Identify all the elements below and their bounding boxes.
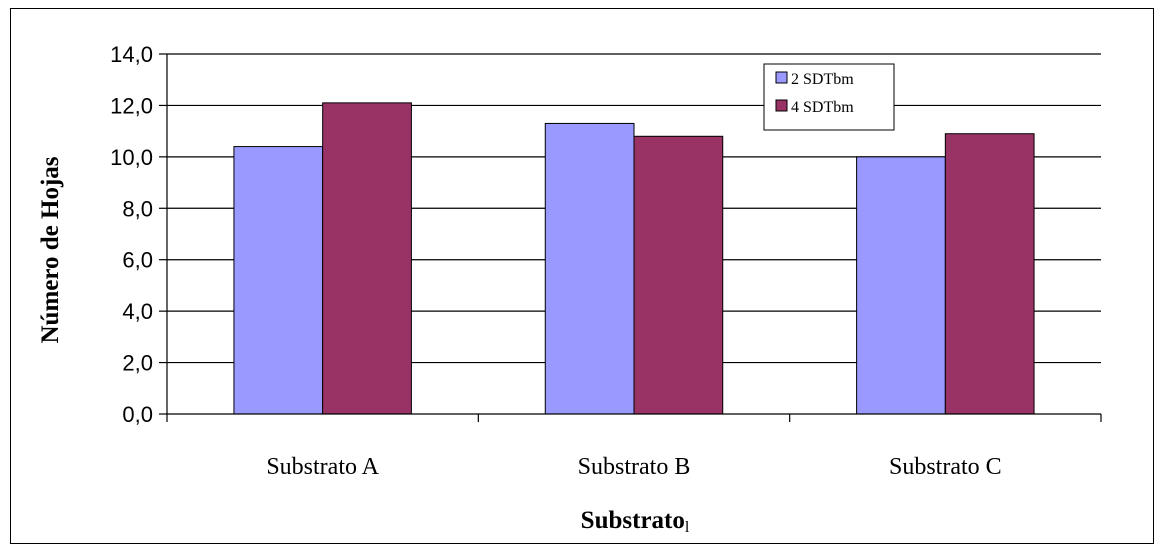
bars xyxy=(233,102,1035,415)
legend-label: 4 SDTbm xyxy=(791,99,854,116)
bar xyxy=(233,146,324,415)
x-tick-label: Substrato A xyxy=(266,454,379,480)
y-tick-label: 10,0 xyxy=(110,145,153,170)
x-tick-label: Substrato C xyxy=(889,454,1002,480)
x-axis-title-suffix: l xyxy=(685,519,690,536)
bar xyxy=(544,122,635,415)
legend-swatch xyxy=(775,71,788,84)
x-axis-title: Substratol xyxy=(581,507,690,536)
x-tick-label: Substrato B xyxy=(578,454,691,480)
legend-label: 2 SDTbm xyxy=(791,71,854,88)
y-tick-label: 6,0 xyxy=(122,248,153,273)
axes xyxy=(159,53,1102,422)
bar xyxy=(322,102,412,415)
legend-swatch xyxy=(775,99,788,112)
y-tick-label: 0,0 xyxy=(122,402,153,427)
y-tick-labels: 0,0 2,0 4,0 6,0 8,0 10,0 12,0 14,0 xyxy=(110,42,153,427)
x-axis-title-text: Substrato xyxy=(581,507,685,534)
y-tick-label: 4,0 xyxy=(122,299,153,324)
bar xyxy=(944,133,1035,415)
y-tick-label: 8,0 xyxy=(122,196,153,221)
y-axis-title: Número de Hojas xyxy=(37,156,64,343)
x-tick-labels: Substrato A Substrato B Substrato C xyxy=(266,454,1001,480)
bar xyxy=(633,135,724,415)
y-tick-label: 12,0 xyxy=(110,93,153,118)
legend: 2 SDTbm 4 SDTbm xyxy=(763,63,895,131)
bar xyxy=(856,156,946,415)
y-tick-label: 14,0 xyxy=(110,42,153,67)
y-tick-label: 2,0 xyxy=(122,351,153,376)
